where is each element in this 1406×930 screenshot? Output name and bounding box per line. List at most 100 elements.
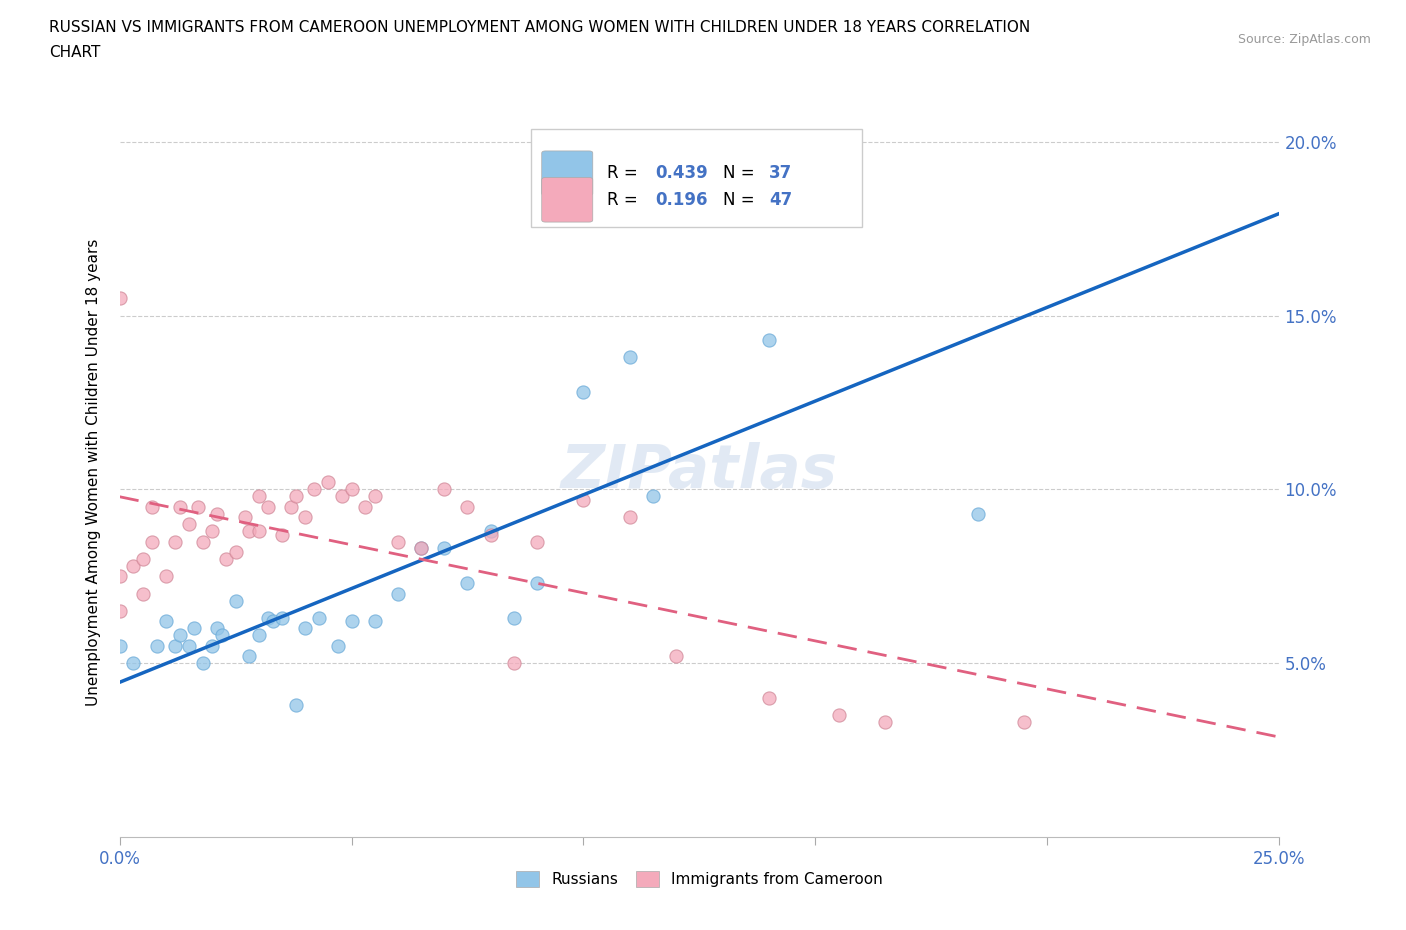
- Point: [187, 499, 209, 514]
- Point: [108, 604, 131, 618]
- Point: [363, 489, 385, 504]
- Text: CHART: CHART: [49, 45, 101, 60]
- Point: [433, 541, 456, 556]
- Text: Source: ZipAtlas.com: Source: ZipAtlas.com: [1237, 33, 1371, 46]
- Point: [201, 524, 224, 538]
- Point: [456, 499, 478, 514]
- Point: [411, 541, 433, 556]
- Point: [967, 506, 990, 521]
- Point: [205, 506, 228, 521]
- Point: [215, 551, 238, 566]
- Point: [758, 332, 780, 347]
- Point: [177, 517, 201, 532]
- Point: [433, 482, 456, 497]
- Point: [619, 350, 641, 365]
- Y-axis label: Unemployment Among Women with Children Under 18 years: Unemployment Among Women with Children U…: [86, 238, 101, 706]
- Point: [155, 569, 177, 584]
- Point: [108, 638, 131, 653]
- Point: [875, 715, 897, 730]
- Point: [165, 638, 187, 653]
- Point: [308, 611, 330, 626]
- Point: [145, 638, 167, 653]
- Point: [205, 621, 228, 636]
- Point: [257, 499, 280, 514]
- Point: [503, 611, 526, 626]
- Text: 0.439: 0.439: [655, 165, 709, 182]
- Point: [270, 611, 294, 626]
- Point: [827, 193, 849, 208]
- Point: [284, 698, 307, 712]
- Point: [238, 649, 260, 664]
- Point: [211, 628, 233, 643]
- Point: [262, 614, 284, 629]
- Point: [572, 385, 595, 400]
- Point: [247, 628, 270, 643]
- Legend: Russians, Immigrants from Cameroon: Russians, Immigrants from Cameroon: [508, 864, 891, 895]
- Point: [304, 482, 326, 497]
- Point: [257, 611, 280, 626]
- Text: R =: R =: [607, 165, 643, 182]
- Point: [411, 541, 433, 556]
- Point: [387, 534, 409, 549]
- Point: [191, 534, 214, 549]
- Point: [641, 489, 665, 504]
- FancyBboxPatch shape: [541, 151, 593, 195]
- Point: [387, 586, 409, 601]
- Text: 47: 47: [769, 191, 793, 209]
- Point: [247, 489, 270, 504]
- Point: [238, 524, 260, 538]
- Text: ZIPatlas: ZIPatlas: [561, 443, 838, 501]
- Point: [169, 499, 191, 514]
- Point: [108, 569, 131, 584]
- Point: [456, 576, 478, 591]
- Point: [155, 614, 177, 629]
- Point: [122, 558, 145, 573]
- Text: 0.196: 0.196: [655, 191, 707, 209]
- Point: [526, 534, 548, 549]
- Point: [183, 621, 205, 636]
- Point: [330, 489, 353, 504]
- Point: [177, 638, 201, 653]
- Point: [108, 291, 131, 306]
- Point: [294, 621, 316, 636]
- Point: [201, 638, 224, 653]
- Point: [572, 492, 595, 507]
- Point: [665, 649, 688, 664]
- Point: [225, 593, 247, 608]
- Point: [619, 510, 641, 525]
- Point: [132, 586, 155, 601]
- Point: [132, 551, 155, 566]
- Text: N =: N =: [723, 191, 759, 209]
- Point: [270, 527, 294, 542]
- Point: [233, 510, 256, 525]
- Point: [827, 708, 849, 723]
- Text: RUSSIAN VS IMMIGRANTS FROM CAMEROON UNEMPLOYMENT AMONG WOMEN WITH CHILDREN UNDER: RUSSIAN VS IMMIGRANTS FROM CAMEROON UNEM…: [49, 20, 1031, 35]
- Point: [363, 614, 385, 629]
- Point: [122, 656, 145, 671]
- Point: [503, 656, 526, 671]
- Point: [526, 576, 548, 591]
- Text: R =: R =: [607, 191, 643, 209]
- Point: [225, 544, 247, 559]
- Point: [318, 475, 340, 490]
- Point: [354, 499, 377, 514]
- Point: [141, 499, 163, 514]
- Point: [247, 524, 270, 538]
- Point: [479, 527, 502, 542]
- Point: [284, 489, 307, 504]
- Point: [326, 638, 349, 653]
- Text: N =: N =: [723, 165, 759, 182]
- Point: [340, 614, 363, 629]
- Point: [479, 524, 502, 538]
- Point: [191, 656, 214, 671]
- Point: [340, 482, 363, 497]
- Text: 37: 37: [769, 165, 793, 182]
- Point: [169, 628, 191, 643]
- Point: [165, 534, 187, 549]
- Point: [294, 510, 316, 525]
- FancyBboxPatch shape: [531, 129, 862, 228]
- Point: [1014, 715, 1036, 730]
- Point: [141, 534, 163, 549]
- Point: [280, 499, 302, 514]
- FancyBboxPatch shape: [541, 178, 593, 222]
